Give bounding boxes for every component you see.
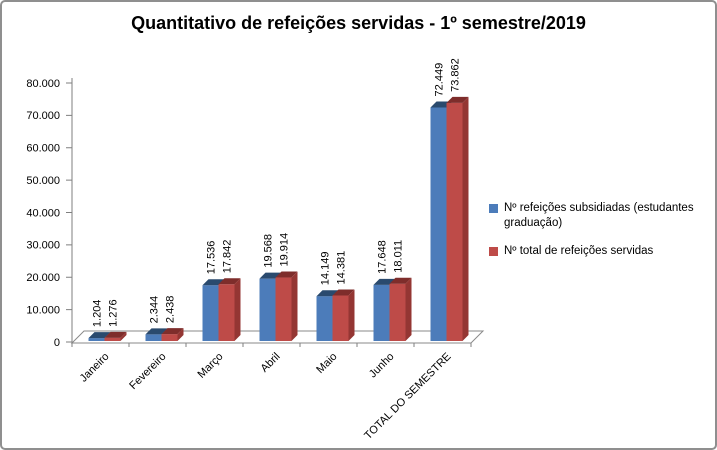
legend-item-subsidiadas: Nº refeições subsidiadas (estudantes gra… <box>489 201 715 231</box>
bar-value-label: 1.204 <box>91 300 103 328</box>
bar-front-total <box>446 102 463 342</box>
bar-top-subsidiadas <box>145 328 168 335</box>
bar-front-total <box>275 277 292 341</box>
bar-front-total <box>218 284 235 341</box>
bar-side-total <box>291 271 298 341</box>
bar-front-subsidiadas <box>316 296 333 341</box>
bar-top-total <box>446 96 469 103</box>
bar-value-label: 1.276 <box>107 299 119 327</box>
bar-top-subsidiadas <box>316 290 339 297</box>
chart-title: Quantitativo de refeições servidas - 1º … <box>131 13 586 33</box>
bar-front-subsidiadas <box>202 285 219 341</box>
bar-top-total <box>161 328 184 335</box>
bar-value-label: 19.568 <box>262 234 274 268</box>
bar-value-label: 14.149 <box>319 252 331 286</box>
category-label: Fevereiro <box>127 351 168 392</box>
bar-top-total <box>332 289 355 296</box>
bar-value-label: 72.449 <box>433 63 445 97</box>
bar-top-total <box>218 278 241 285</box>
bar-front-subsidiadas <box>259 278 276 341</box>
y-tick-label: 80.000 <box>26 78 60 90</box>
bar-front-total <box>332 295 349 341</box>
y-tick-label: 40.000 <box>26 207 60 219</box>
legend-swatch-red-icon <box>489 246 498 256</box>
bar-top-total <box>104 331 127 338</box>
legend-swatch-blue-icon <box>489 204 498 213</box>
category-label: Abril <box>259 351 283 375</box>
bar-top-total <box>389 277 412 284</box>
legend-label: Nº total de refeições servidas <box>504 244 654 257</box>
legend-label: Nº refeições subsidiadas (estudantes gra… <box>504 202 694 229</box>
category-label: Maio <box>314 351 339 376</box>
bar-side-total <box>462 96 469 342</box>
bar-value-label: 73.862 <box>449 58 461 92</box>
bar-value-label: 14.381 <box>335 251 347 285</box>
bar-value-label: 18.011 <box>392 240 404 273</box>
bar-value-label: 17.536 <box>205 241 217 275</box>
category-label: Janeiro <box>78 351 112 385</box>
bar-front-total <box>389 283 406 341</box>
bar-side-total <box>177 328 184 341</box>
bar-value-label: 17.842 <box>221 240 233 274</box>
chart-legend: Nº refeições subsidiadas (estudantes gra… <box>489 201 715 272</box>
bar-side-total <box>234 278 241 341</box>
bar-value-label: 17.648 <box>376 240 388 274</box>
bar-side-total <box>405 277 412 341</box>
bar-top-subsidiadas <box>202 279 225 286</box>
legend-item-total: Nº total de refeições servidas <box>489 244 715 259</box>
y-tick-label: 20.000 <box>26 272 60 284</box>
bar-top-total <box>275 271 298 278</box>
bar-side-total <box>120 331 127 341</box>
y-tick-label: 50.000 <box>26 175 60 187</box>
bar-front-subsidiadas <box>373 284 390 341</box>
bar-side-total <box>348 289 355 341</box>
category-label: Março <box>196 351 226 381</box>
bar-front-total <box>161 334 178 341</box>
bar-front-total <box>104 337 121 341</box>
bar-front-subsidiadas <box>145 334 162 341</box>
y-tick-label: 60.000 <box>26 143 60 155</box>
y-tick-label: 0 <box>54 337 60 349</box>
category-label: Junho <box>367 351 397 381</box>
bar-top-subsidiadas <box>88 332 111 339</box>
bar-value-label: 2.344 <box>148 296 160 324</box>
y-tick-label: 30.000 <box>26 240 60 252</box>
bar-value-label: 19.914 <box>278 233 290 267</box>
y-tick-label: 70.000 <box>26 110 60 122</box>
bar-front-subsidiadas <box>430 107 447 341</box>
bar-front-subsidiadas <box>88 338 105 341</box>
y-tick-label: 10.000 <box>26 304 60 316</box>
bar-value-label: 2.438 <box>164 296 176 324</box>
